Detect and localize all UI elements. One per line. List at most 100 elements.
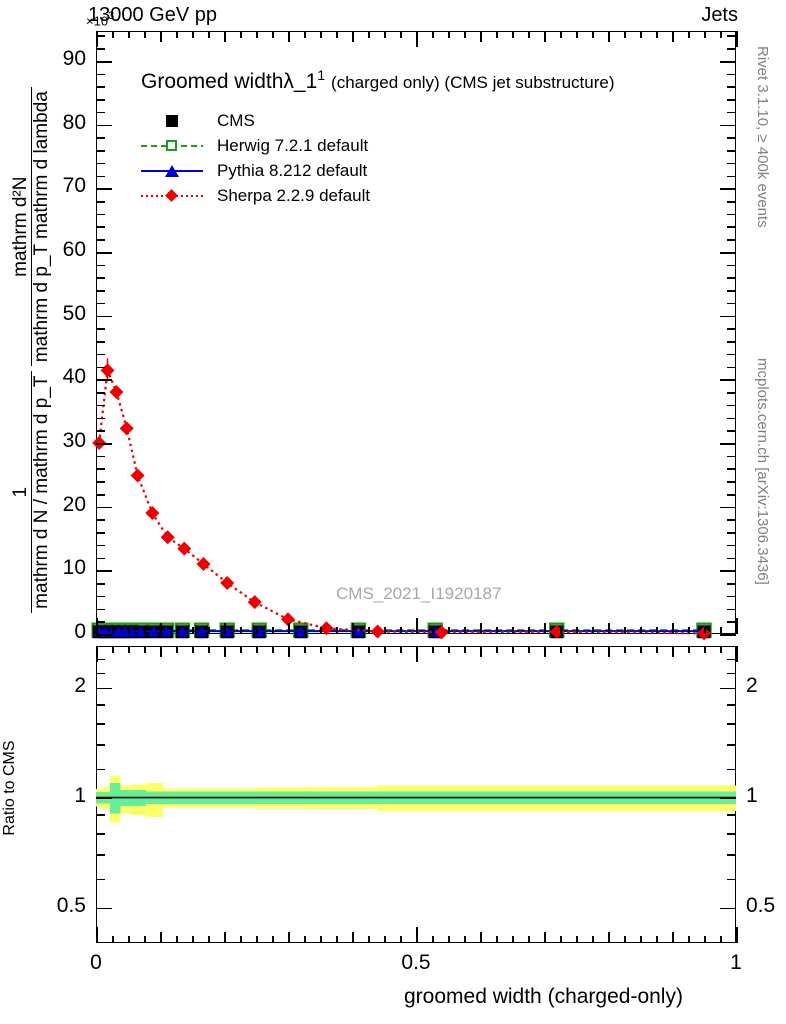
axis-tick: [416, 927, 418, 943]
axis-tick: [720, 646, 722, 653]
mcplots-credit: mcplots.cern.ch [arXiv:1306.3436]: [754, 358, 771, 585]
axis-tick: [96, 188, 112, 190]
axis-tick: [736, 927, 738, 943]
axis-tick: [144, 627, 146, 634]
y-tick-label: 60: [62, 237, 86, 261]
axis-tick: [624, 31, 626, 38]
axis-tick: [720, 251, 736, 254]
axis-tick: [160, 646, 162, 657]
y-tick-label: 70: [62, 174, 86, 198]
axis-tick: [592, 936, 594, 943]
axis-tick: [416, 31, 418, 47]
axis-tick: [727, 723, 736, 725]
main-plot-area: [96, 31, 736, 634]
axis-tick: [720, 31, 722, 38]
axis-tick: [624, 627, 626, 634]
axis-tick: [336, 627, 338, 634]
axis-tick: [240, 31, 242, 38]
axis-tick: [448, 31, 450, 38]
axis-tick: [176, 646, 178, 653]
axis-tick: [96, 570, 112, 572]
axis-tick: [416, 646, 418, 662]
axis-tick: [736, 31, 738, 47]
pythia-marker-icon: [141, 161, 203, 181]
process-label: Jets: [701, 4, 738, 26]
axis-tick: [480, 932, 482, 943]
herwig-marker-icon: [141, 136, 203, 156]
axis-tick: [727, 878, 736, 881]
axis-tick: [384, 627, 386, 634]
axis-tick: [192, 936, 194, 943]
axis-tick: [368, 936, 370, 943]
axis-tick: [544, 646, 546, 657]
ratio-y-tick-label: 1: [74, 783, 86, 807]
axis-tick: [512, 31, 514, 38]
axis-tick: [240, 936, 242, 943]
axis-tick: [528, 31, 530, 38]
axis-tick: [640, 646, 642, 653]
plot-title-symbol: λ_1: [283, 70, 318, 93]
axis-tick: [727, 99, 736, 101]
axis-tick: [480, 646, 482, 657]
axis-tick: [464, 646, 466, 653]
axis-tick: [96, 506, 112, 509]
axis-tick: [96, 595, 105, 598]
axis-tick: [727, 481, 736, 483]
legend-entry-herwig[interactable]: Herwig 7.2.1 default: [141, 133, 370, 158]
axis-tick: [96, 226, 105, 229]
legend-entry-cms[interactable]: CMS: [141, 108, 370, 133]
axis-tick: [608, 646, 610, 657]
axis-tick: [272, 31, 274, 38]
axis-tick: [96, 264, 105, 267]
axis-tick: [400, 646, 402, 653]
axis-tick: [320, 627, 322, 634]
axis-tick: [736, 618, 738, 634]
axis-tick: [576, 936, 578, 943]
axis-tick: [96, 404, 105, 407]
y-tick-label: 50: [62, 301, 86, 325]
axis-tick: [727, 833, 736, 835]
axis-tick: [512, 646, 514, 653]
axis-tick: [432, 936, 434, 943]
data-point-sherpa: [247, 595, 262, 610]
axis-tick: [688, 646, 690, 653]
axis-tick: [727, 48, 736, 50]
plot-title-suffix: (charged only) (CMS jet substructure): [331, 73, 615, 92]
axis-tick: [288, 31, 290, 42]
axis-tick: [96, 73, 105, 76]
axis-tick: [720, 124, 736, 127]
legend-entry-sherpa[interactable]: Sherpa 2.2.9 default: [141, 183, 370, 208]
axis-tick: [96, 175, 105, 178]
axis-tick: [512, 936, 514, 943]
axis-tick: [96, 723, 105, 725]
axis-tick: [288, 646, 290, 657]
axis-tick: [256, 646, 258, 653]
axis-tick: [720, 570, 736, 572]
legend-entry-pythia[interactable]: Pythia 8.212 default: [141, 158, 370, 183]
axis-tick: [416, 618, 418, 634]
axis-tick: [192, 627, 194, 634]
axis-tick: [640, 31, 642, 38]
axis-tick: [96, 468, 105, 471]
axis-tick: [96, 328, 105, 330]
x-axis-title: groomed width (charged-only): [404, 985, 683, 1008]
axis-tick: [496, 31, 498, 38]
axis-tick: [96, 111, 105, 114]
axis-tick: [720, 936, 722, 943]
axis-tick: [608, 932, 610, 943]
axis-tick: [112, 627, 114, 634]
axis-tick: [727, 366, 736, 369]
axis-tick: [96, 35, 105, 38]
axis-tick: [727, 583, 736, 585]
axis-tick: [96, 315, 112, 318]
axis-tick: [304, 936, 306, 943]
axis-tick: [96, 658, 105, 661]
axis-tick: [96, 341, 105, 343]
axis-tick: [384, 936, 386, 943]
y-axis-multiplier-text: ×10: [86, 13, 109, 29]
axis-tick: [672, 932, 674, 943]
data-point-pythia: [176, 625, 188, 637]
axis-tick: [672, 646, 674, 657]
axis-tick: [704, 31, 706, 38]
axis-tick: [704, 936, 706, 943]
